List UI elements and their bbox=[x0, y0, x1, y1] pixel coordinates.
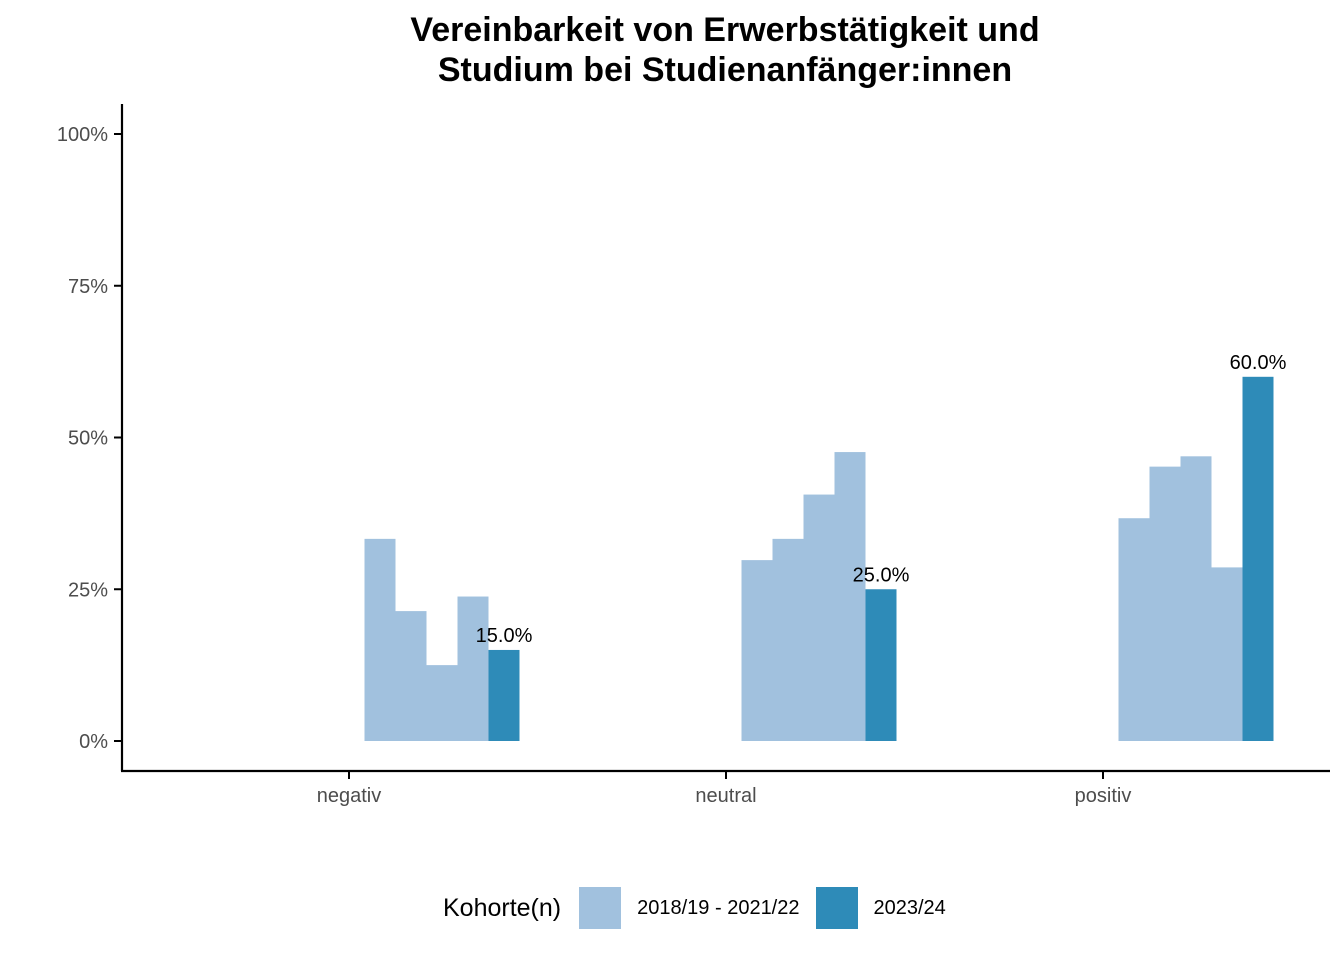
bar-negativ-4 bbox=[457, 596, 489, 741]
chart-title-line-1: Vereinbarkeit von Erwerbstätigkeit und bbox=[410, 11, 1040, 49]
legend-swatch-past-cohorts bbox=[579, 887, 622, 929]
bar-negativ-1 bbox=[364, 538, 396, 741]
bars-layer bbox=[364, 376, 1274, 741]
legend-label-past-cohorts: 2018/19 - 2021/22 bbox=[637, 896, 800, 919]
bar-neutral-2 bbox=[772, 538, 804, 741]
x-tick-label-positiv: positiv bbox=[1075, 785, 1132, 807]
y-axis: 0% 25% 50% 75% 100% bbox=[57, 124, 122, 753]
bar-chart-plot: 15.0%25.0%60.0% 0%25%50%75%100% negativ n… bbox=[57, 104, 1330, 807]
bar-negativ-3 bbox=[426, 665, 458, 741]
bar-neutral-4 bbox=[834, 452, 866, 741]
bar-positiv-1 bbox=[1118, 518, 1150, 741]
data-label-positiv: 60.0% bbox=[1230, 352, 1287, 374]
y-tick-label: 25% bbox=[68, 579, 108, 601]
legend-swatch-current-cohort bbox=[815, 887, 858, 929]
chart-title-line-2: Studium bei Studienanfänger:innen bbox=[437, 51, 1013, 89]
bar-negativ-5 bbox=[488, 649, 520, 741]
bar-positiv-3 bbox=[1180, 456, 1212, 741]
data-label-negativ: 15.0% bbox=[476, 625, 533, 647]
bar-negativ-2 bbox=[395, 611, 427, 741]
x-tick-label-negativ: negativ bbox=[317, 785, 382, 807]
bar-positiv-5 bbox=[1242, 376, 1274, 741]
y-tick-label: 75% bbox=[68, 276, 108, 298]
data-labels-layer: 15.0% 25.0% 60.0% bbox=[476, 352, 1287, 647]
bar-positiv-4 bbox=[1211, 567, 1243, 741]
bar-neutral-3 bbox=[803, 494, 835, 741]
legend-label-current-cohort: 2023/24 bbox=[873, 896, 946, 919]
y-tick-label: 50% bbox=[68, 428, 108, 450]
bar-positiv-2 bbox=[1149, 466, 1181, 741]
legend-title: Kohorte(n) bbox=[443, 893, 562, 922]
x-tick-label-neutral: neutral bbox=[695, 785, 756, 807]
bar-neutral-5 bbox=[865, 589, 897, 741]
x-axis: negativ neutral positiv bbox=[317, 771, 1132, 807]
y-tick-label: 0% bbox=[79, 731, 108, 753]
y-tick-label: 100% bbox=[57, 124, 108, 146]
legend: Kohorte(n) 2018/19 - 2021/22 2023/24 bbox=[443, 886, 962, 930]
chart-title: Vereinbarkeit von Erwerbstätigkeit und S… bbox=[0, 10, 1344, 90]
bar-neutral-1 bbox=[741, 560, 773, 741]
data-label-neutral: 25.0% bbox=[853, 564, 910, 586]
